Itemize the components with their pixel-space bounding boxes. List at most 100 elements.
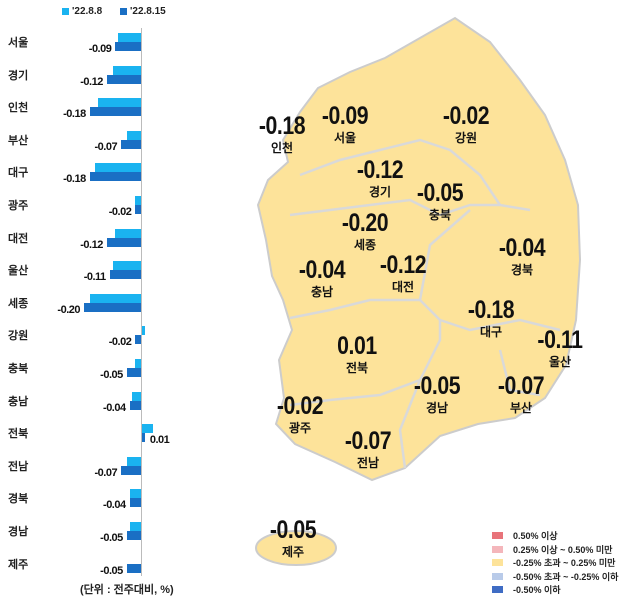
- map-value: -0.04: [298, 256, 346, 284]
- legend-label: -0.50% 이하: [513, 585, 561, 595]
- data-label: -0.18: [63, 173, 86, 186]
- bar-2022-08-15: [142, 433, 145, 443]
- map-region-name: 경남: [425, 401, 449, 415]
- bar-2022-08-08: [95, 163, 141, 173]
- legend-swatch: [492, 559, 503, 566]
- category-label: 충북: [8, 363, 29, 375]
- legend-swatch: [492, 572, 503, 580]
- category-label: 세종: [8, 297, 29, 310]
- map-legend-item: -0.50% 초과 ~ -0.25% 이하: [492, 570, 618, 583]
- map-value: -0.05: [269, 516, 317, 544]
- bar-2022-08-15: [135, 205, 141, 214]
- bar-2022-08-08: [129, 522, 141, 531]
- bar-2022-08-15: [121, 139, 141, 149]
- map-value: -0.12: [356, 156, 404, 184]
- category-label: 인천: [8, 102, 29, 115]
- map-legend-item: -0.50% 이하: [492, 583, 561, 596]
- legend-label: 0.50% 이상: [513, 531, 558, 541]
- map-value: -0.07: [344, 427, 392, 455]
- bar-2022-08-15: [126, 563, 141, 573]
- bar-2022-08-08: [135, 359, 141, 368]
- map-region-name: 세종: [353, 238, 377, 252]
- bar-2022-08-15: [89, 172, 141, 182]
- map-region-name: 경기: [368, 185, 392, 199]
- bar-2022-08-15: [129, 400, 141, 410]
- category-label: 울산: [8, 265, 29, 278]
- legend-label: '22.8.8: [72, 6, 103, 17]
- map-region-name: 울산: [548, 355, 572, 369]
- data-label: -0.05: [100, 564, 123, 577]
- map-value: -0.11: [537, 326, 583, 354]
- bar-2022-08-15: [126, 531, 141, 540]
- bar-2022-08-08: [112, 261, 141, 271]
- data-label: -0.12: [80, 238, 103, 251]
- bar-2022-08-08: [132, 391, 141, 401]
- category-label: 광주: [8, 200, 29, 212]
- map-value: -0.02: [276, 392, 324, 420]
- bar-2022-08-15: [106, 74, 141, 84]
- map-region-name: 전남: [356, 456, 380, 470]
- data-label: -0.05: [100, 369, 123, 381]
- data-label: -0.18: [63, 108, 86, 121]
- map-region-name: 충북: [428, 208, 452, 222]
- category-label: 충남: [8, 395, 29, 408]
- category-label: 경북: [8, 493, 29, 506]
- zero-axis: [141, 28, 142, 576]
- map-region-name: 전북: [345, 361, 369, 375]
- map-value: -0.12: [379, 251, 427, 279]
- map-region-name: 경북: [510, 263, 534, 277]
- category-label: 전북: [8, 428, 29, 441]
- legend-swatch: [492, 586, 503, 593]
- bar-2022-08-15: [89, 107, 141, 117]
- bar-2022-08-15: [135, 335, 141, 345]
- bar-2022-08-08: [126, 456, 141, 466]
- data-label: -0.04: [103, 401, 126, 414]
- data-label: -0.05: [100, 532, 123, 544]
- map-value: -0.20: [341, 209, 389, 237]
- data-label: 0.01: [149, 434, 170, 447]
- category-label: 제주: [8, 558, 29, 571]
- bar-2022-08-08: [142, 424, 154, 434]
- bar-2022-08-08: [129, 489, 141, 499]
- legend-series-2: '22.8.15: [120, 6, 166, 17]
- bar-2022-08-15: [121, 465, 141, 475]
- legend-series-1: '22.8.8: [62, 6, 102, 17]
- data-label: -0.11: [83, 271, 106, 284]
- data-label: -0.02: [108, 206, 132, 218]
- bar-2022-08-08: [112, 65, 141, 75]
- map-region-name: 제주: [281, 545, 305, 559]
- map-legend-item: 0.50% 이상: [492, 529, 558, 542]
- data-label: -0.07: [94, 466, 118, 479]
- data-label: -0.09: [88, 43, 112, 55]
- map-value: -0.02: [442, 102, 490, 130]
- category-label: 서울: [8, 37, 29, 49]
- data-label: -0.07: [94, 140, 118, 153]
- map-region-name: 대전: [391, 280, 415, 294]
- data-label: -0.04: [103, 499, 126, 512]
- bar-2022-08-08: [135, 196, 141, 205]
- map-region-name: 대구: [479, 325, 503, 339]
- category-label: 강원: [8, 330, 29, 343]
- map-value: -0.18: [467, 296, 515, 324]
- map-value: -0.07: [497, 372, 545, 400]
- bar-2022-08-15: [126, 368, 141, 377]
- legend-label: -0.25% 초과 ~ 0.25% 미만: [513, 558, 616, 568]
- category-label: 전남: [8, 460, 29, 473]
- map-value: -0.05: [413, 372, 461, 400]
- map-region-name: 인천: [270, 141, 294, 155]
- bar-2022-08-08: [115, 228, 141, 238]
- map-region-name: 광주: [288, 421, 312, 435]
- map-region-name: 부산: [509, 401, 533, 415]
- category-label: 경기: [8, 69, 29, 82]
- data-label: -0.02: [108, 336, 132, 349]
- map-value: -0.05: [416, 179, 464, 207]
- category-label: 경남: [8, 526, 29, 538]
- map-region-name: 충남: [310, 285, 334, 299]
- bar-2022-08-15: [84, 302, 141, 312]
- data-label: -0.20: [57, 303, 80, 316]
- legend-swatch: [492, 532, 503, 539]
- category-label: 대구: [8, 167, 29, 180]
- data-label: -0.12: [80, 75, 103, 88]
- bar-2022-08-08: [142, 326, 145, 336]
